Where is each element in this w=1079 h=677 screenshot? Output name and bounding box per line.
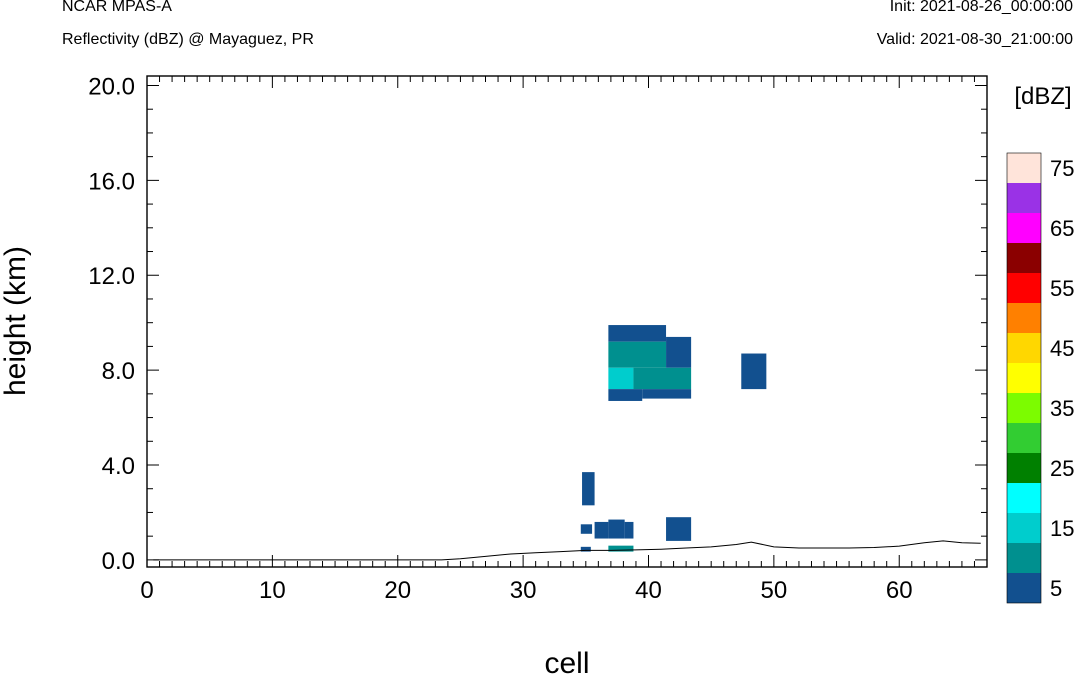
y-tick-label: 8.0: [102, 358, 135, 385]
colorbar-label: 65: [1050, 216, 1074, 241]
x-tick-label: 20: [384, 577, 411, 604]
valid-time: Valid: 2021-08-30_21:00:00: [876, 31, 1073, 48]
colorbar-label: 35: [1050, 396, 1074, 421]
colorbar-swatch: [1007, 543, 1041, 573]
colorbar-label: 45: [1050, 336, 1074, 361]
colorbar-swatch: [1007, 273, 1041, 303]
reflectivity-cell: [608, 545, 634, 552]
reflectivity-cell: [741, 353, 767, 390]
reflectivity-cell: [642, 389, 692, 399]
colorbar: 5 15 25 35 45 55 65 75: [1006, 152, 1074, 604]
plot-subtitle: Reflectivity (dBZ) @ Mayaguez, PR: [62, 31, 314, 48]
y-tick-label: 0.0: [102, 548, 135, 575]
reflectivity-cell: [624, 521, 634, 539]
reflectivity-cell: [608, 367, 634, 390]
colorbar-label: 55: [1050, 276, 1074, 301]
reflectivity-cell: [608, 325, 667, 342]
x-tick-label: 10: [259, 577, 286, 604]
x-tick-label: 60: [886, 577, 913, 604]
colorbar-swatch: [1007, 363, 1041, 393]
y-tick-label: 16.0: [88, 168, 135, 195]
plot-frame: [146, 75, 988, 568]
colorbar-swatch: [1007, 333, 1041, 363]
x-tick-label: 30: [510, 577, 537, 604]
colorbar-swatch: [1007, 243, 1041, 273]
colorbar-swatch: [1007, 513, 1041, 543]
reflectivity-cell: [666, 336, 692, 368]
reflectivity-cells: [580, 325, 767, 552]
y-tick-label: 12.0: [88, 263, 135, 290]
y-tick-label: 20.0: [88, 73, 135, 100]
colorbar-label: 75: [1050, 156, 1074, 181]
x-axis-label: cell: [544, 647, 589, 677]
colorbar-units: [dBZ]: [1014, 83, 1071, 110]
colorbar-swatch: [1007, 453, 1041, 483]
init-time: Init: 2021-08-26_00:00:00: [889, 0, 1073, 15]
colorbar-swatch: [1007, 183, 1041, 213]
colorbar-label: 25: [1050, 456, 1074, 481]
reflectivity-cell: [580, 546, 591, 552]
x-tick-label: 50: [761, 577, 788, 604]
colorbar-swatch: [1007, 153, 1041, 183]
terrain-line: [153, 540, 981, 561]
colorbar-swatch: [1007, 213, 1041, 243]
axis-ticks: 0 10 20 30 40 50 60 0.0 4.0 8.0 12.0 16.0 20.0: [88, 73, 988, 604]
reflectivity-cell: [580, 524, 593, 534]
colorbar-label: 15: [1050, 516, 1074, 541]
reflectivity-cell: [594, 521, 609, 539]
reflectivity-cell: [608, 341, 667, 368]
x-tick-label: 40: [635, 577, 662, 604]
colorbar-swatch: [1007, 303, 1041, 333]
colorbar-swatch: [1007, 483, 1041, 513]
reflectivity-cell: [608, 519, 625, 539]
colorbar-swatch: [1007, 393, 1041, 423]
reflectivity-cell: [633, 367, 692, 390]
reflectivity-cell: [666, 517, 692, 541]
colorbar-swatch: [1007, 423, 1041, 453]
reflectivity-cell: [582, 472, 595, 506]
x-tick-label: 0: [140, 577, 153, 604]
colorbar-swatch: [1007, 573, 1041, 603]
reflectivity-cell: [608, 389, 643, 401]
model-name: NCAR MPAS-A: [62, 0, 172, 15]
colorbar-label: 5: [1050, 576, 1062, 601]
y-tick-label: 4.0: [102, 453, 135, 480]
y-axis-label: height (km): [0, 246, 32, 396]
colorbar-frame: [1006, 152, 1042, 604]
